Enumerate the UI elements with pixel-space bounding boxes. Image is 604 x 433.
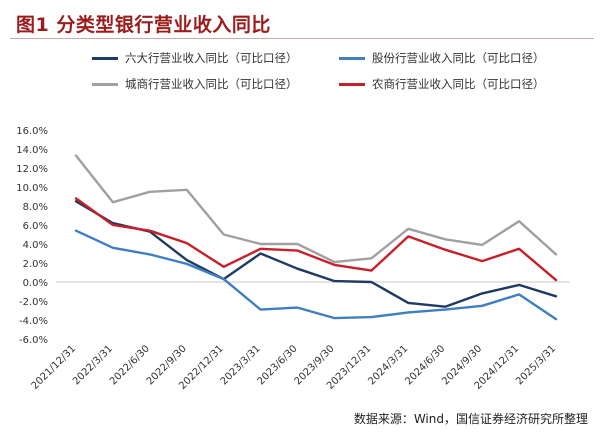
series-line-0 [74,200,558,308]
legend-label: 农商行营业收入同比（可比口径） [372,77,545,91]
x-tick-label: 2021/12/31 [30,343,79,392]
series-line-3 [74,197,558,282]
y-tick-label: 4.0% [23,240,48,251]
y-tick-label: 8.0% [23,202,48,213]
legend-item-city-commercial: 城商行营业收入同比（可比口径） [92,76,315,92]
y-tick-label: 2.0% [23,259,48,270]
source-note: 数据来源：Wind，国信证券经济研究所整理 [353,412,588,426]
legend-label: 股份行营业收入同比（可比口径） [372,51,545,65]
legend-item-joint-stock: 股份行营业收入同比（可比口径） [339,50,562,66]
legend-swatch [339,82,365,86]
y-tick-label: 6.0% [23,221,48,232]
y-tick-label: -6.0% [19,335,48,346]
chart-title: 图1 分类型银行营业收入同比 [16,14,271,36]
y-tick-label: -2.0% [19,297,48,308]
y-tick-label: 12.0% [16,164,48,175]
legend-item-rural-commercial: 农商行营业收入同比（可比口径） [339,76,562,92]
x-tick-label: 2025/3/31 [514,343,558,387]
series-line-1 [74,229,558,321]
chart-legend: 六大行营业收入同比（可比口径） 股份行营业收入同比（可比口径） 城商行营业收入同… [92,50,562,92]
legend-swatch [92,82,118,86]
legend-label: 城商行营业收入同比（可比口径） [125,77,298,91]
y-tick-label: 10.0% [16,183,48,194]
series-line-2 [74,154,558,264]
legend-label: 六大行营业收入同比（可比口径） [125,51,298,65]
y-tick-label: 0.0% [23,278,48,289]
legend-item-six-major: 六大行营业收入同比（可比口径） [92,50,315,66]
y-tick-label: -4.0% [19,316,48,327]
title-divider [10,38,594,39]
y-tick-label: 14.0% [16,145,48,156]
legend-swatch [92,56,118,60]
legend-swatch [339,56,365,60]
y-tick-label: 16.0% [16,126,48,137]
